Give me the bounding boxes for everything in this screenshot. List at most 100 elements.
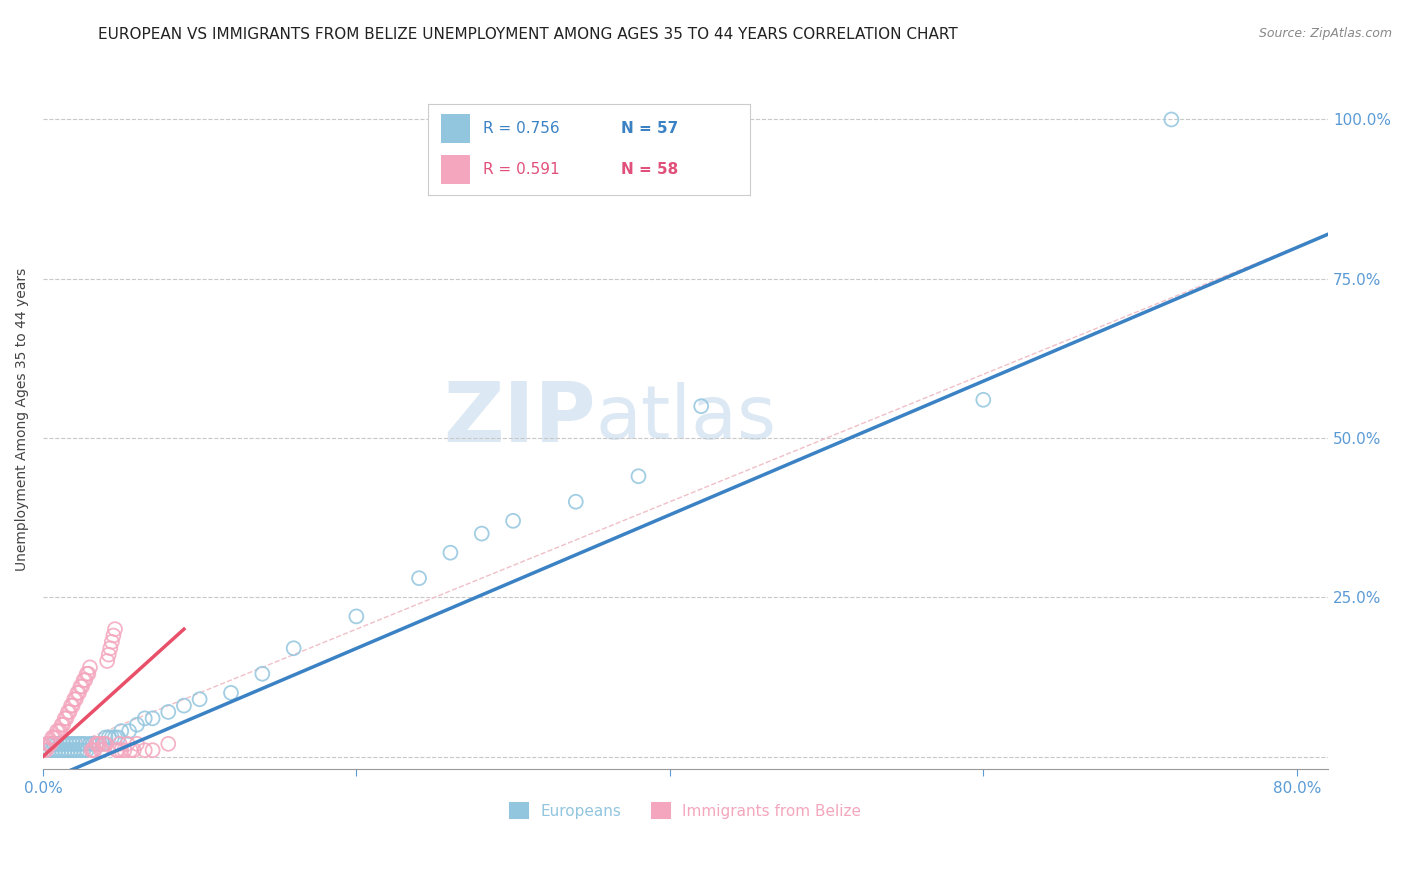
- Point: [93, 737, 115, 751]
- Point: [188, 692, 211, 706]
- Point: [62, 698, 84, 713]
- Point: [65, 737, 87, 751]
- Point: [79, 737, 101, 751]
- Point: [82, 743, 104, 757]
- Point: [98, 641, 121, 656]
- Point: [77, 666, 100, 681]
- Point: [39, 737, 62, 751]
- Point: [107, 731, 129, 745]
- Text: Source: ZipAtlas.com: Source: ZipAtlas.com: [1258, 27, 1392, 40]
- Point: [134, 743, 156, 757]
- Point: [66, 743, 89, 757]
- Point: [502, 514, 524, 528]
- Point: [157, 705, 180, 719]
- Point: [48, 724, 70, 739]
- Point: [60, 698, 83, 713]
- Point: [134, 711, 156, 725]
- Point: [58, 737, 80, 751]
- Point: [70, 680, 93, 694]
- Point: [56, 743, 79, 757]
- Point: [157, 737, 180, 751]
- Point: [38, 737, 60, 751]
- Point: [55, 737, 77, 751]
- Point: [173, 698, 195, 713]
- Point: [63, 743, 86, 757]
- Text: ZIP: ZIP: [443, 378, 596, 459]
- Point: [72, 673, 94, 687]
- Point: [46, 724, 69, 739]
- Point: [87, 737, 110, 751]
- Point: [69, 743, 91, 757]
- Point: [60, 743, 83, 757]
- Point: [67, 737, 90, 751]
- Point: [82, 737, 104, 751]
- Point: [53, 711, 76, 725]
- Point: [97, 648, 120, 662]
- Point: [94, 731, 117, 745]
- Point: [63, 692, 86, 706]
- Point: [104, 622, 127, 636]
- Point: [38, 743, 60, 757]
- Point: [62, 737, 84, 751]
- Point: [52, 717, 75, 731]
- Point: [58, 705, 80, 719]
- Y-axis label: Unemployment Among Ages 35 to 44 years: Unemployment Among Ages 35 to 44 years: [15, 268, 30, 571]
- Point: [89, 737, 111, 751]
- Point: [101, 635, 124, 649]
- Legend: Europeans, Immigrants from Belize: Europeans, Immigrants from Belize: [503, 797, 868, 825]
- Point: [103, 628, 125, 642]
- Point: [69, 680, 91, 694]
- Point: [125, 717, 148, 731]
- Point: [107, 743, 129, 757]
- Point: [142, 743, 165, 757]
- Point: [91, 737, 114, 751]
- Point: [690, 399, 713, 413]
- Point: [48, 743, 70, 757]
- Point: [104, 731, 127, 745]
- Point: [70, 737, 93, 751]
- Point: [219, 686, 242, 700]
- Point: [49, 737, 72, 751]
- Point: [51, 743, 73, 757]
- Point: [51, 717, 73, 731]
- Point: [91, 743, 114, 757]
- Point: [44, 731, 66, 745]
- Point: [972, 392, 994, 407]
- Point: [79, 660, 101, 674]
- Point: [41, 743, 63, 757]
- Point: [97, 731, 120, 745]
- Point: [90, 743, 112, 757]
- Point: [101, 731, 124, 745]
- Point: [80, 743, 103, 757]
- Point: [142, 711, 165, 725]
- Point: [112, 743, 135, 757]
- Point: [56, 705, 79, 719]
- Point: [283, 641, 305, 656]
- Point: [42, 731, 65, 745]
- Point: [67, 686, 90, 700]
- Point: [627, 469, 650, 483]
- Point: [75, 737, 97, 751]
- Point: [55, 711, 77, 725]
- Point: [65, 692, 87, 706]
- Point: [108, 737, 131, 751]
- Point: [118, 724, 141, 739]
- Point: [41, 731, 63, 745]
- Point: [439, 546, 461, 560]
- Point: [75, 673, 97, 687]
- Point: [122, 743, 145, 757]
- Point: [565, 494, 588, 508]
- Text: EUROPEAN VS IMMIGRANTS FROM BELIZE UNEMPLOYMENT AMONG AGES 35 TO 44 YEARS CORREL: EUROPEAN VS IMMIGRANTS FROM BELIZE UNEMP…: [98, 27, 957, 42]
- Point: [66, 686, 89, 700]
- Point: [34, 743, 56, 757]
- Point: [252, 666, 274, 681]
- Point: [83, 743, 105, 757]
- Point: [94, 737, 117, 751]
- Point: [84, 737, 107, 751]
- Point: [84, 737, 107, 751]
- Point: [110, 743, 132, 757]
- Point: [35, 743, 58, 757]
- Point: [76, 743, 98, 757]
- Point: [46, 737, 69, 751]
- Point: [42, 737, 65, 751]
